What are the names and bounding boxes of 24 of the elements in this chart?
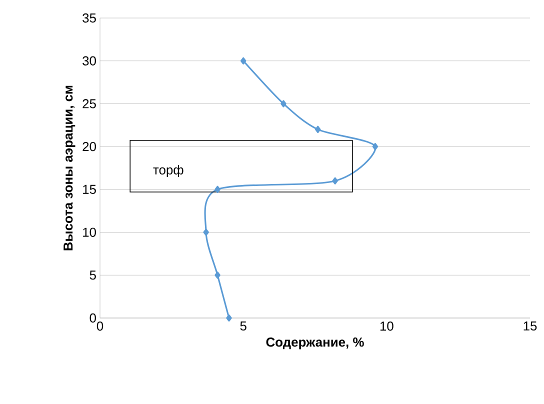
x-tick-label: 10	[380, 322, 394, 331]
x-axis-title: Содержание, %	[266, 338, 364, 350]
y-axis-title: Высота зоны аэрации, см	[64, 86, 76, 250]
y-tick-label: 30	[82, 56, 96, 66]
point	[203, 228, 209, 236]
point	[226, 314, 232, 322]
point	[314, 126, 321, 134]
point	[372, 142, 378, 150]
y-tick-label: 0	[90, 313, 96, 323]
point	[240, 57, 246, 64]
x-tick-label: 15	[524, 322, 537, 331]
x-tick-label: 5	[240, 322, 246, 331]
y-tick-label: 25	[82, 99, 96, 108]
y-tick-label: 10	[83, 228, 96, 237]
point	[332, 177, 338, 184]
point	[214, 272, 220, 279]
y-tick-label: 35	[82, 13, 96, 23]
y-tick-label: 15	[83, 184, 96, 194]
annotation: торф	[153, 164, 184, 178]
y-tick-label: 5	[90, 270, 96, 280]
x-tick-label: 0	[96, 322, 104, 331]
point	[214, 186, 220, 194]
point	[280, 100, 286, 108]
y-tick-label: 20	[82, 142, 96, 152]
